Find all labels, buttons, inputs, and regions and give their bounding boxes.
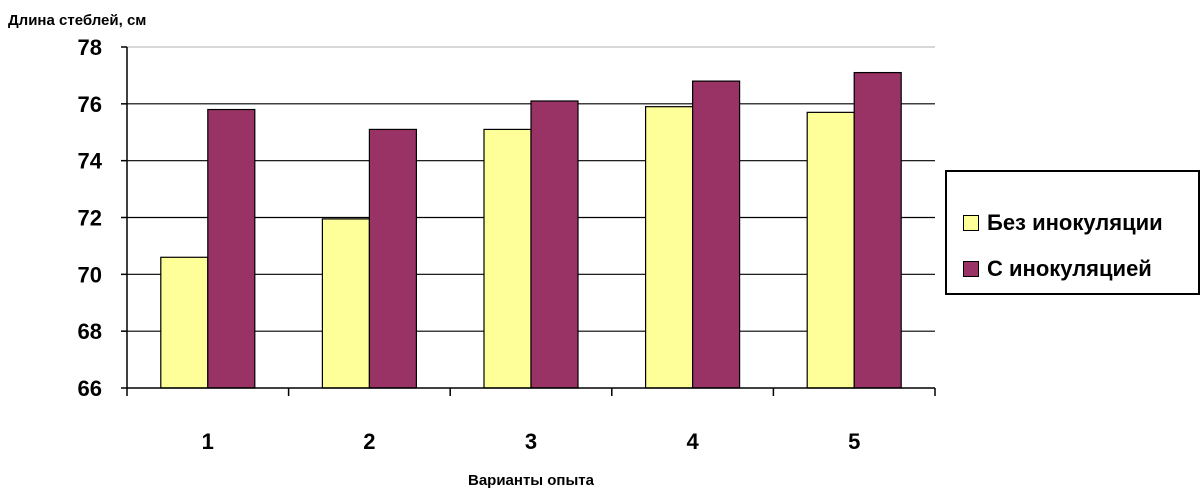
y-tick-label-72: 72 xyxy=(78,206,102,231)
legend-label-with-inoculation: С инокуляцией xyxy=(987,256,1152,281)
legend: Без инокуляции С инокуляцией xyxy=(945,170,1200,295)
x-tick-label-2: 2 xyxy=(363,429,375,454)
bar-without-inoculation-4 xyxy=(644,106,694,389)
axes xyxy=(121,46,936,396)
legend-swatch-with-inoculation xyxy=(963,261,979,277)
bar-without-inoculation-3 xyxy=(483,128,532,389)
y-axis-label: Длина стеблей, см xyxy=(8,12,146,29)
bar-with-inoculation-2 xyxy=(368,128,417,389)
bar-with-inoculation-3 xyxy=(530,100,579,389)
y-tick-label-66: 66 xyxy=(78,376,102,401)
y-tick-label-68: 68 xyxy=(78,319,102,344)
y-tick-labels: 66 68 70 72 74 76 78 xyxy=(78,35,103,401)
x-tick-label-3: 3 xyxy=(525,429,537,454)
bar-with-inoculation-5 xyxy=(853,71,902,389)
bars xyxy=(160,71,902,389)
x-tick-label-4: 4 xyxy=(686,429,699,454)
bar-without-inoculation-1 xyxy=(160,256,209,389)
x-axis-label: Варианты опыта xyxy=(468,472,595,489)
x-tick-labels: 1 2 3 4 5 xyxy=(202,429,861,454)
y-tick-label-70: 70 xyxy=(78,262,102,287)
y-tick-label-74: 74 xyxy=(78,149,103,174)
x-tick-label-5: 5 xyxy=(848,429,860,454)
bar-with-inoculation-4 xyxy=(691,80,741,389)
y-tick-label-76: 76 xyxy=(78,92,102,117)
bar-without-inoculation-2 xyxy=(321,218,370,389)
bar-with-inoculation-1 xyxy=(207,108,256,389)
x-tick-label-1: 1 xyxy=(202,429,214,454)
y-tick-label-78: 78 xyxy=(78,35,102,60)
bar-without-inoculation-5 xyxy=(806,111,855,389)
legend-item-without-inoculation: Без инокуляции xyxy=(963,210,1163,236)
legend-label-without-inoculation: Без инокуляции xyxy=(987,210,1163,235)
legend-item-with-inoculation: С инокуляцией xyxy=(963,256,1152,282)
legend-swatch-without-inoculation xyxy=(963,215,979,231)
